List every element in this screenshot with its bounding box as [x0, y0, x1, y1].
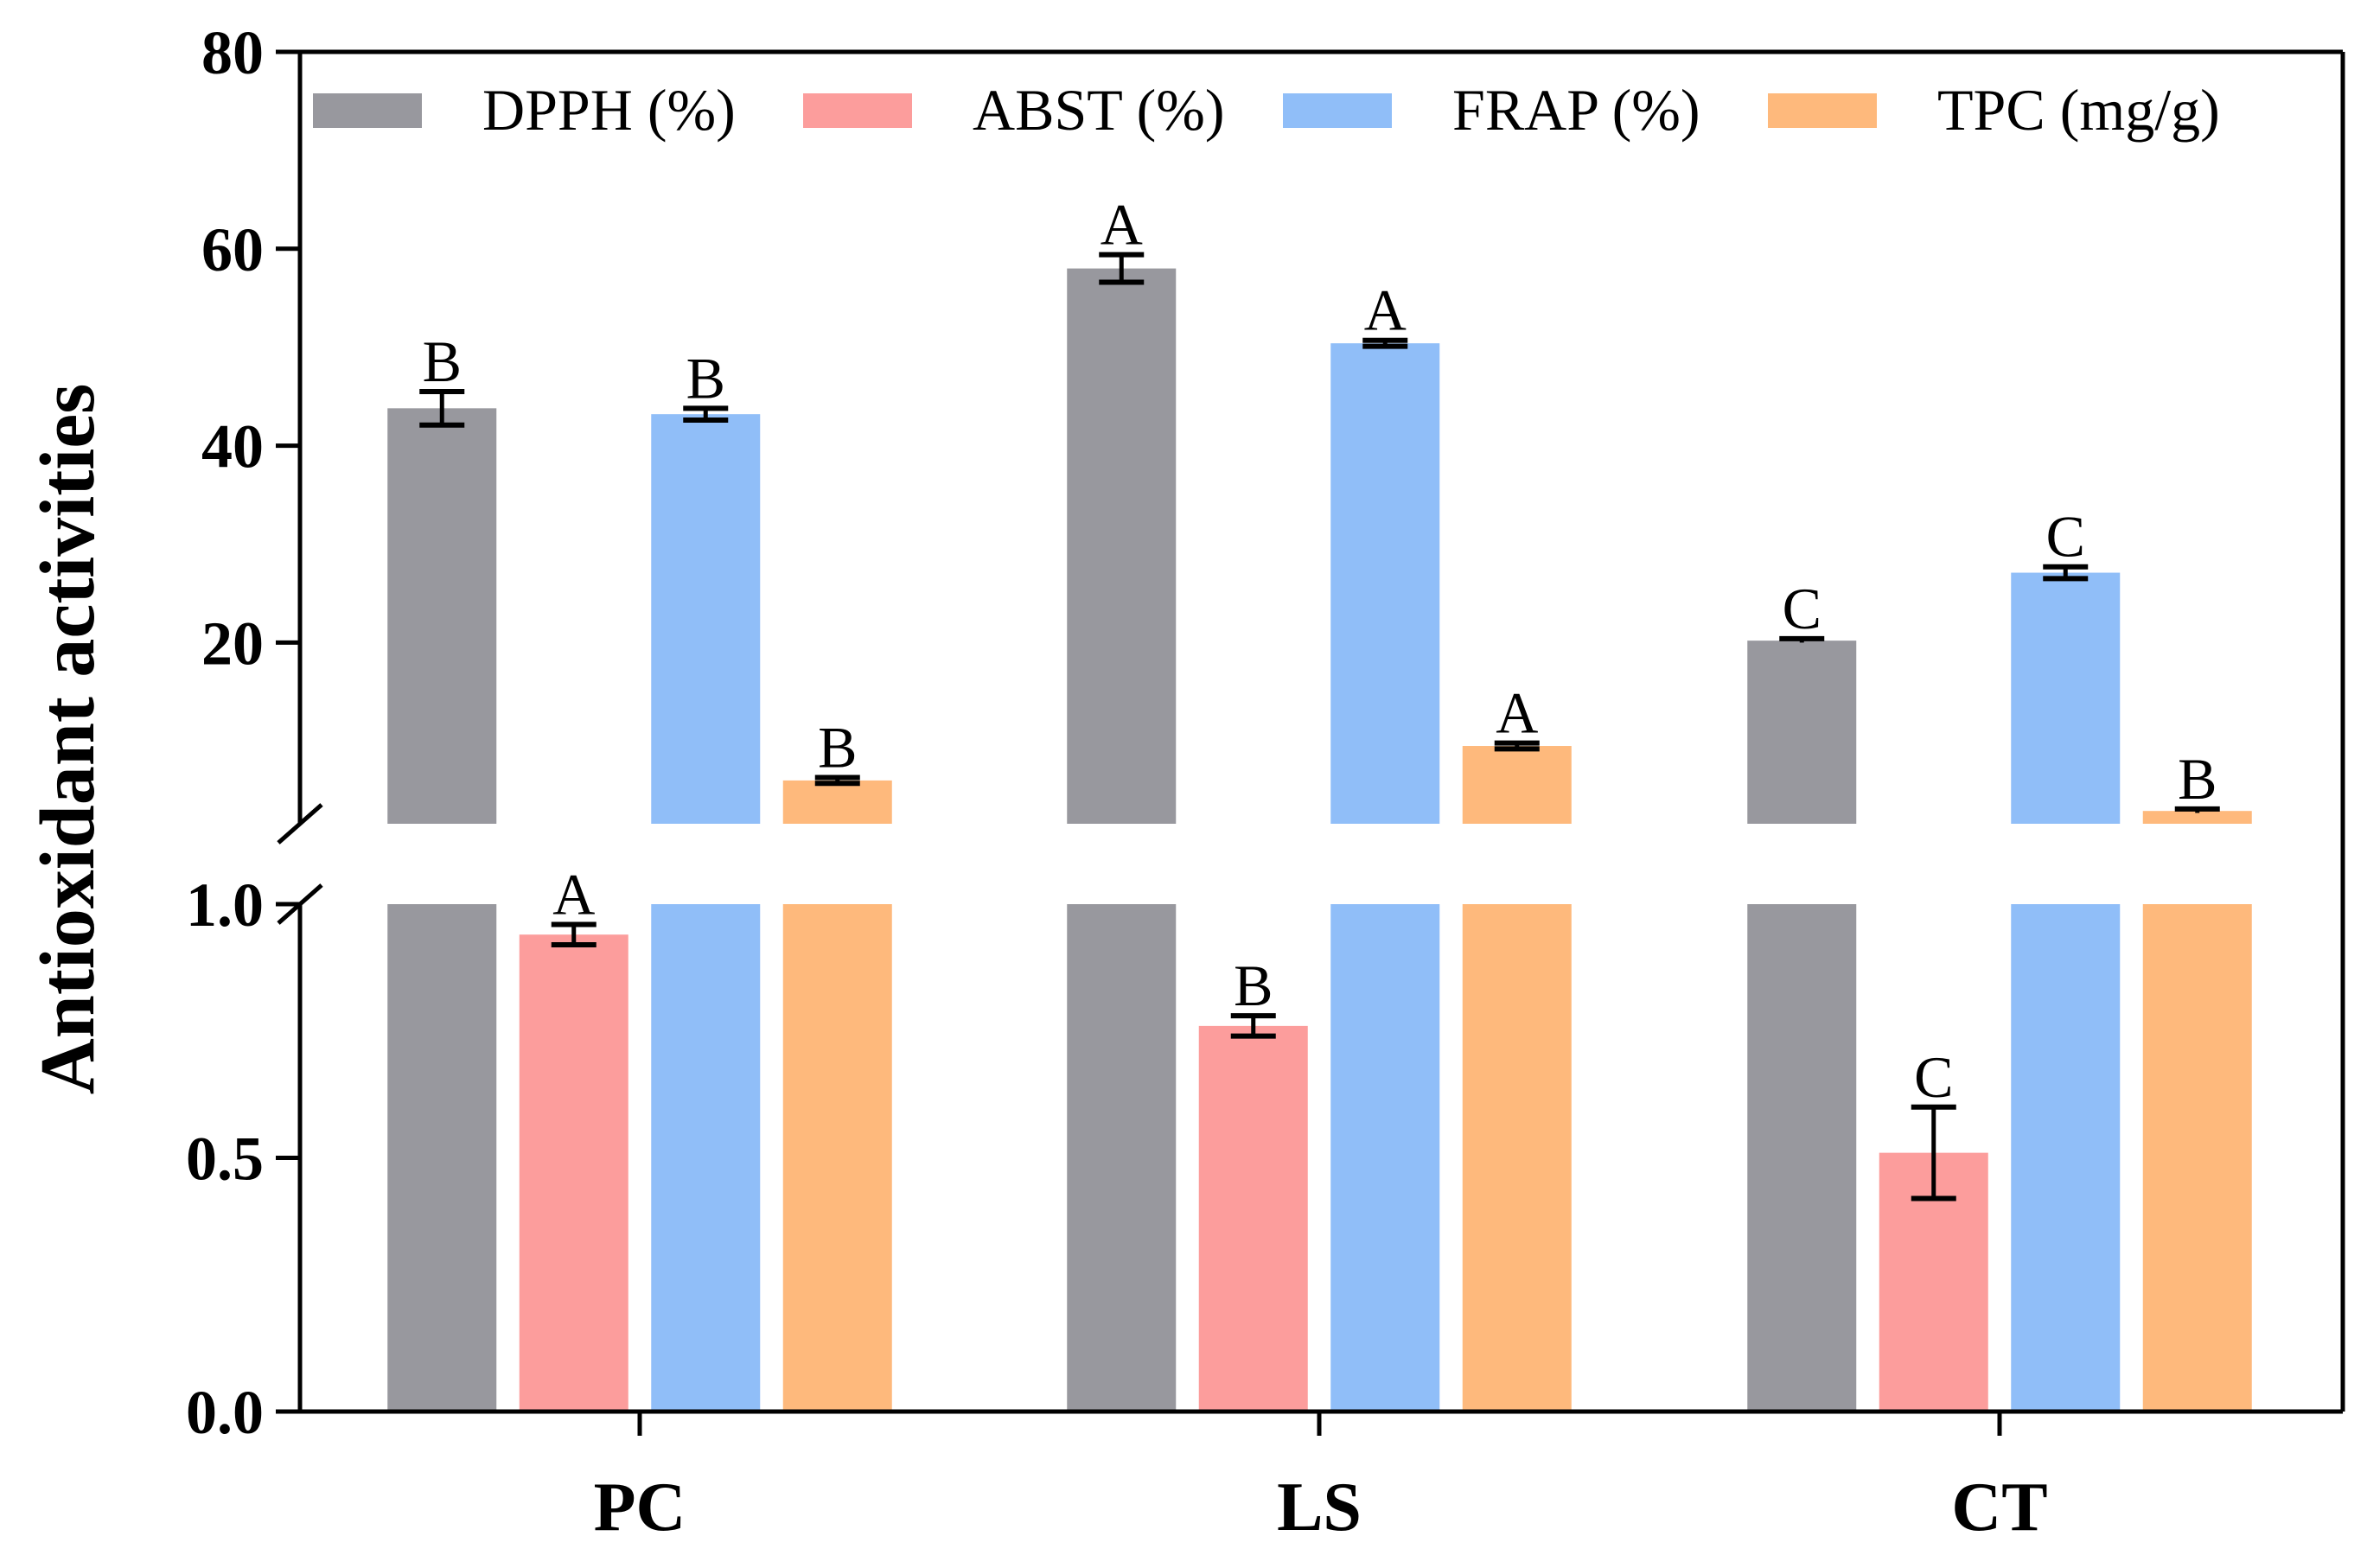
- bar-lower-segment: [2142, 904, 2252, 1412]
- axis-break-mark: [277, 803, 323, 845]
- significance-letter: A: [552, 861, 595, 927]
- bar: [1067, 268, 1177, 824]
- bar: [651, 414, 761, 824]
- bar: [1330, 343, 1440, 824]
- x-tick-label: PC: [594, 1469, 686, 1546]
- bar: [519, 934, 628, 1412]
- significance-letter: B: [1234, 953, 1273, 1018]
- bar-lower-segment: [1747, 904, 1857, 1412]
- significance-letter: B: [2178, 746, 2217, 812]
- y-tick-label: 60: [201, 215, 264, 284]
- bar: [2011, 572, 2121, 824]
- axes-layer: 0.0 0.5 1.0 20 40 60 80 PC LS CT: [186, 18, 2345, 1546]
- significance-letter: B: [686, 345, 725, 411]
- legend-label: TPC (mg/g): [1937, 77, 2220, 143]
- significance-letter: C: [1914, 1044, 1953, 1110]
- significance-letter: B: [818, 714, 857, 780]
- bar-lower-segment: [2011, 904, 2121, 1412]
- bar: [387, 408, 497, 824]
- bar: [782, 780, 892, 824]
- significance-letter: A: [1364, 277, 1407, 343]
- y-tick-label: 20: [201, 609, 264, 678]
- y-axis-label: Antioxidant activities: [25, 384, 111, 1094]
- legend-swatch: [1768, 93, 1877, 128]
- significance-letter: A: [1496, 680, 1538, 746]
- significance-letter: C: [2046, 504, 2085, 570]
- bar-lower-segment: [1462, 904, 1572, 1412]
- bar: [1198, 1025, 1308, 1412]
- bar: [1462, 746, 1572, 824]
- bar-lower-segment: [387, 904, 497, 1412]
- y-tick-label: 40: [201, 412, 264, 481]
- legend: DPPH (%) ABST (%) FRAP (%) TPC (mg/g): [313, 77, 2220, 143]
- legend-swatch: [313, 93, 422, 128]
- legend-swatch: [1283, 93, 1392, 128]
- significance-letter: A: [1101, 192, 1143, 258]
- bar: [1747, 641, 1857, 824]
- x-tick-label: LS: [1277, 1469, 1362, 1546]
- y-tick-label: 1.0: [186, 870, 264, 940]
- y-tick-label: 0.5: [186, 1125, 264, 1194]
- legend-label: FRAP (%): [1452, 77, 1700, 143]
- bar-lower-segment: [1330, 904, 1440, 1412]
- legend-label: DPPH (%): [482, 77, 736, 143]
- legend-swatch: [803, 93, 912, 128]
- bar-lower-segment: [1067, 904, 1177, 1412]
- bar: [2142, 811, 2252, 824]
- y-tick-label: 0.0: [186, 1378, 264, 1447]
- bar-lower-segment: [782, 904, 892, 1412]
- y-tick-label: 80: [201, 18, 264, 87]
- bars-layer: B A C A B C B A C B A B: [387, 192, 2252, 1412]
- legend-label: ABST (%): [973, 77, 1225, 143]
- bar-lower-segment: [651, 904, 761, 1412]
- significance-letter: B: [423, 328, 462, 394]
- x-tick-label: CT: [1951, 1469, 2047, 1546]
- significance-letter: C: [1783, 576, 1822, 641]
